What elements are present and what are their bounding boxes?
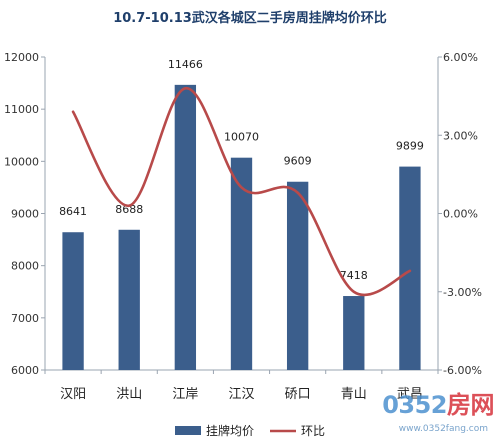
watermark-main: 0352 bbox=[382, 391, 447, 419]
y-left-tick-label: 7000 bbox=[11, 312, 39, 325]
line-series bbox=[71, 87, 412, 297]
legend-label-bar: 挂牌均价 bbox=[206, 424, 254, 438]
bar-series bbox=[62, 84, 421, 371]
axes: 6000 7000 8000 9000 10000 11000 12000 -6.00% -3.… bbox=[4, 51, 482, 402]
y-left-tick-label: 9000 bbox=[11, 208, 39, 221]
y-left-tick-label: 10000 bbox=[4, 155, 39, 168]
bar bbox=[399, 166, 421, 370]
y-right-tick-label: 0.00% bbox=[443, 208, 478, 221]
legend-swatch-bar bbox=[175, 426, 201, 435]
bar-data-label: 8641 bbox=[59, 205, 87, 218]
bar-data-label: 9899 bbox=[396, 140, 424, 153]
bar bbox=[286, 181, 309, 370]
x-tick-label: 洪山 bbox=[116, 387, 142, 402]
x-tick-label: 硚口 bbox=[285, 387, 311, 402]
bar bbox=[118, 229, 140, 370]
x-tick-label: 江岸 bbox=[172, 387, 198, 402]
y-left-tick-label: 11000 bbox=[4, 103, 39, 116]
bar-data-label: 7418 bbox=[340, 269, 368, 282]
bar bbox=[174, 84, 197, 371]
watermark-logo: 0352房网 bbox=[382, 385, 494, 420]
legend: 挂牌均价 环比 bbox=[175, 424, 325, 438]
y-right-tick-label: -6.00% bbox=[443, 364, 482, 377]
x-tick-label: 江汉 bbox=[228, 387, 254, 402]
x-tick-label: 武昌 bbox=[397, 387, 423, 402]
y-right-tick-label: -3.00% bbox=[443, 286, 482, 299]
line-path bbox=[71, 87, 412, 297]
watermark-url: www.0352fang.com bbox=[398, 424, 488, 434]
bar-data-label: 8688 bbox=[115, 203, 143, 216]
watermark-main-accent: 房网 bbox=[447, 391, 495, 419]
y-right-tick-label: 3.00% bbox=[443, 129, 478, 142]
chart-title: 10.7-10.13武汉各城区二手房周挂牌均价环比 bbox=[113, 10, 387, 26]
bar-data-label: 9609 bbox=[284, 155, 312, 168]
bar-data-labels: 8641 8688 11466 10070 9609 7418 9899 bbox=[59, 58, 424, 282]
bar bbox=[343, 296, 365, 370]
x-tick-label: 青山 bbox=[341, 387, 367, 402]
bar bbox=[62, 232, 84, 370]
bar-data-label: 10070 bbox=[224, 131, 259, 144]
y-left-tick-label: 8000 bbox=[11, 260, 39, 273]
y-right-tick-label: 6.00% bbox=[443, 51, 478, 64]
legend-label-line: 环比 bbox=[301, 424, 325, 438]
y-left-tick-label: 6000 bbox=[11, 364, 39, 377]
y-left-tick-label: 12000 bbox=[4, 51, 39, 64]
x-tick-label: 汉阳 bbox=[60, 387, 86, 402]
bar bbox=[230, 157, 253, 370]
bar-data-label: 11466 bbox=[168, 58, 203, 71]
